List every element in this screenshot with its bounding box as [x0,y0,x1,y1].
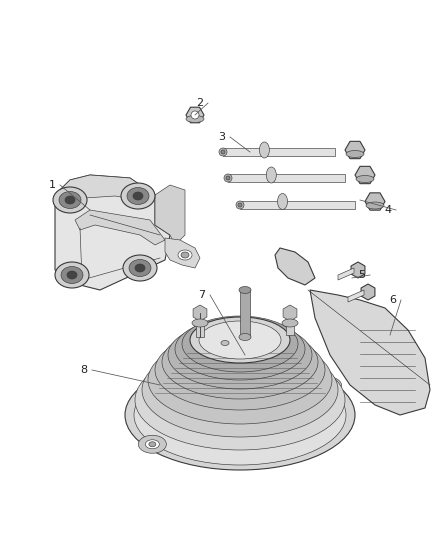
Polygon shape [275,248,315,285]
Ellipse shape [266,167,276,183]
Text: 5: 5 [358,270,365,280]
Ellipse shape [53,187,87,213]
Text: 1: 1 [49,180,56,190]
Ellipse shape [219,148,227,156]
Text: 7: 7 [198,290,205,300]
Polygon shape [75,210,165,245]
Ellipse shape [221,341,229,345]
Ellipse shape [55,262,89,288]
Ellipse shape [181,252,189,258]
Polygon shape [286,320,294,335]
Ellipse shape [121,183,155,209]
Ellipse shape [59,191,81,208]
Ellipse shape [129,260,151,277]
Ellipse shape [186,116,204,123]
Ellipse shape [67,271,77,279]
Polygon shape [310,290,430,415]
Ellipse shape [237,361,244,367]
Polygon shape [365,193,385,210]
Ellipse shape [61,266,83,284]
Circle shape [191,111,199,119]
Ellipse shape [278,193,287,209]
Polygon shape [240,290,250,337]
Polygon shape [55,175,155,200]
Ellipse shape [221,150,225,154]
Ellipse shape [125,360,355,470]
Polygon shape [283,305,297,321]
Ellipse shape [226,176,230,180]
Polygon shape [351,262,365,278]
Ellipse shape [192,319,208,327]
Ellipse shape [178,250,192,260]
Ellipse shape [346,150,364,157]
Ellipse shape [199,321,281,359]
Ellipse shape [123,255,157,281]
Ellipse shape [134,365,346,465]
Ellipse shape [226,355,254,373]
Polygon shape [228,174,345,182]
Polygon shape [345,141,365,159]
Ellipse shape [356,175,374,182]
Ellipse shape [145,440,159,449]
Polygon shape [348,290,364,302]
Polygon shape [355,166,375,184]
Text: 3: 3 [219,132,226,142]
Ellipse shape [135,350,345,450]
Ellipse shape [182,316,298,372]
Ellipse shape [127,188,149,205]
Ellipse shape [282,319,298,327]
Ellipse shape [155,330,325,410]
Text: 6: 6 [389,295,396,305]
Ellipse shape [149,442,156,447]
Ellipse shape [138,435,166,453]
Polygon shape [55,175,170,290]
Ellipse shape [238,203,242,207]
Ellipse shape [162,325,318,399]
Text: 4: 4 [385,205,392,215]
Polygon shape [196,323,204,337]
Ellipse shape [148,336,332,424]
Ellipse shape [65,196,75,204]
Polygon shape [186,107,204,123]
Ellipse shape [324,383,331,388]
Ellipse shape [190,317,290,363]
Ellipse shape [366,202,384,209]
Ellipse shape [321,381,335,390]
Ellipse shape [233,359,247,368]
Ellipse shape [239,334,251,341]
Ellipse shape [239,287,251,294]
Polygon shape [223,148,335,156]
Ellipse shape [224,174,232,182]
Ellipse shape [142,343,338,437]
Ellipse shape [133,192,143,200]
Polygon shape [240,201,355,209]
Ellipse shape [259,142,269,158]
Text: 2: 2 [196,98,204,108]
Ellipse shape [236,201,244,209]
Polygon shape [155,185,185,245]
Polygon shape [165,238,200,268]
Ellipse shape [175,318,305,380]
Polygon shape [338,268,354,280]
Text: 8: 8 [81,365,88,375]
Ellipse shape [168,321,312,389]
Polygon shape [193,305,207,321]
Polygon shape [361,284,375,300]
Ellipse shape [314,377,342,395]
Ellipse shape [135,264,145,272]
